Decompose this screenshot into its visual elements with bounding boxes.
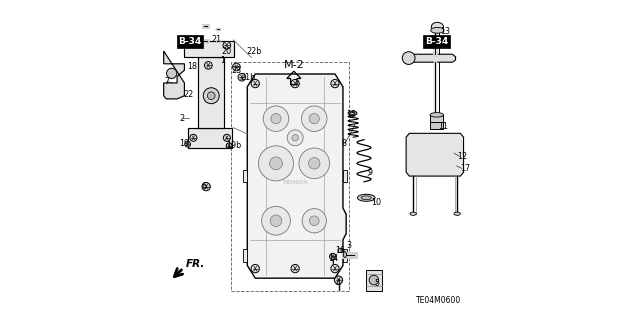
- Text: 11: 11: [438, 122, 448, 130]
- Text: 3: 3: [346, 241, 351, 250]
- Circle shape: [310, 216, 319, 226]
- Text: 6: 6: [202, 182, 206, 191]
- Text: B-34: B-34: [425, 37, 448, 46]
- Bar: [430, 122, 444, 129]
- Ellipse shape: [410, 212, 417, 215]
- Ellipse shape: [358, 194, 375, 201]
- Text: 15: 15: [346, 110, 356, 119]
- Polygon shape: [247, 74, 346, 278]
- Circle shape: [193, 36, 200, 44]
- Circle shape: [271, 114, 281, 124]
- Text: 5: 5: [374, 279, 380, 288]
- Text: 19b: 19b: [226, 141, 241, 150]
- Text: M-2: M-2: [284, 60, 304, 70]
- Text: 23: 23: [231, 66, 241, 75]
- Circle shape: [232, 63, 240, 71]
- Circle shape: [308, 158, 320, 169]
- Polygon shape: [366, 270, 382, 291]
- Circle shape: [263, 106, 289, 131]
- Circle shape: [330, 253, 336, 260]
- Text: 21b: 21b: [240, 73, 255, 82]
- Text: 8: 8: [342, 139, 347, 148]
- Circle shape: [331, 264, 339, 273]
- Text: 4: 4: [335, 279, 340, 288]
- Text: 12: 12: [457, 152, 467, 161]
- Circle shape: [331, 79, 339, 88]
- Text: TE04M0600: TE04M0600: [417, 296, 461, 305]
- Circle shape: [207, 92, 215, 100]
- Circle shape: [185, 141, 191, 147]
- Text: 16: 16: [335, 246, 345, 255]
- Polygon shape: [198, 57, 224, 128]
- Text: 19: 19: [179, 139, 189, 148]
- Text: 13: 13: [440, 27, 451, 36]
- Circle shape: [223, 41, 230, 49]
- Circle shape: [302, 209, 326, 233]
- Circle shape: [301, 106, 327, 131]
- Bar: [243, 249, 247, 262]
- Text: 10: 10: [371, 198, 381, 207]
- Circle shape: [269, 157, 282, 170]
- Bar: [243, 170, 247, 182]
- Circle shape: [334, 276, 342, 284]
- Circle shape: [259, 146, 294, 181]
- Circle shape: [403, 52, 415, 64]
- Circle shape: [369, 275, 379, 285]
- Circle shape: [166, 68, 177, 78]
- Text: 20: 20: [221, 47, 232, 56]
- Circle shape: [309, 114, 319, 124]
- Circle shape: [205, 62, 212, 69]
- Circle shape: [226, 143, 232, 149]
- Polygon shape: [188, 128, 232, 148]
- Circle shape: [291, 264, 300, 273]
- Text: 14: 14: [328, 254, 339, 263]
- Bar: [343, 249, 347, 262]
- Text: 7: 7: [164, 77, 170, 86]
- Bar: [430, 115, 444, 122]
- Ellipse shape: [361, 196, 371, 200]
- Text: HONDA: HONDA: [282, 180, 308, 185]
- Circle shape: [251, 79, 259, 88]
- Text: FR.: FR.: [186, 259, 205, 269]
- Circle shape: [204, 88, 219, 104]
- Polygon shape: [184, 41, 234, 57]
- Ellipse shape: [431, 27, 444, 33]
- Polygon shape: [411, 54, 456, 62]
- Ellipse shape: [431, 22, 444, 31]
- Ellipse shape: [430, 113, 444, 117]
- Text: 9: 9: [367, 168, 372, 177]
- Text: 17: 17: [460, 164, 470, 173]
- Text: 21: 21: [212, 35, 221, 44]
- Ellipse shape: [343, 252, 346, 257]
- Ellipse shape: [348, 111, 357, 115]
- Circle shape: [299, 148, 330, 179]
- Bar: [231, 62, 349, 291]
- Text: 18: 18: [187, 63, 196, 71]
- Ellipse shape: [454, 212, 460, 215]
- Text: 22: 22: [184, 90, 194, 99]
- Circle shape: [202, 182, 211, 191]
- Circle shape: [262, 206, 291, 235]
- Circle shape: [223, 134, 230, 141]
- Circle shape: [238, 73, 246, 81]
- Circle shape: [291, 79, 300, 88]
- Ellipse shape: [350, 112, 355, 115]
- Text: 2: 2: [179, 114, 184, 122]
- Text: B-34: B-34: [178, 37, 202, 46]
- Circle shape: [270, 215, 282, 226]
- Ellipse shape: [338, 248, 342, 253]
- Circle shape: [292, 135, 298, 141]
- Circle shape: [251, 264, 259, 273]
- Text: 1: 1: [220, 56, 225, 65]
- Text: 22b: 22b: [246, 47, 261, 56]
- Polygon shape: [164, 51, 184, 99]
- Polygon shape: [406, 133, 463, 176]
- Circle shape: [190, 134, 197, 141]
- Bar: [343, 170, 347, 182]
- Circle shape: [287, 130, 303, 146]
